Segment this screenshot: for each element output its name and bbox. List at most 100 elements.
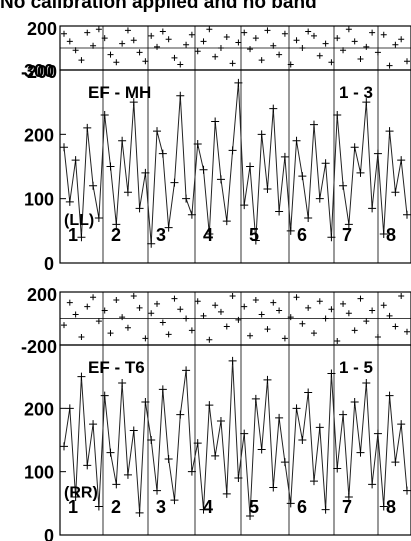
amplitude-point <box>65 197 74 206</box>
amplitude-point <box>373 429 382 438</box>
amplitude-frame <box>59 344 411 536</box>
amplitude-point <box>141 398 150 406</box>
phase-point <box>119 40 126 47</box>
phase-point <box>357 295 364 302</box>
amplitude-series <box>60 78 411 248</box>
amplitude-point <box>257 130 266 139</box>
phase-point <box>386 312 393 319</box>
phase-point <box>235 39 242 46</box>
phase-point <box>188 31 195 38</box>
amplitude-point <box>228 356 237 365</box>
phase-series <box>61 26 410 69</box>
amplitude-point <box>129 98 138 107</box>
amplitude-point <box>333 111 342 120</box>
amplitude-point <box>222 217 231 226</box>
amplitude-point <box>240 429 249 438</box>
phase-point <box>380 31 387 38</box>
amplitude-point <box>397 420 406 429</box>
phase-point <box>113 59 120 66</box>
amplitude-frame <box>59 69 411 264</box>
amplitude-point <box>135 204 144 213</box>
segment-label: 4 <box>203 225 213 245</box>
amplitude-point <box>199 165 208 174</box>
phase-point <box>142 335 149 342</box>
amplitude-point <box>298 172 307 181</box>
phase-point <box>217 45 224 51</box>
phase-point <box>66 38 73 45</box>
amplitude-point <box>77 372 86 381</box>
phase-point <box>113 296 120 303</box>
phase-point <box>363 318 370 325</box>
phase-point <box>229 60 236 67</box>
segment-label: 3 <box>156 497 166 517</box>
amplitude-point <box>89 420 98 429</box>
phase-point <box>276 307 283 314</box>
amplitude-point <box>246 512 255 520</box>
phase-point <box>223 34 230 40</box>
phase-point <box>95 318 102 325</box>
amplitude-point <box>240 201 249 210</box>
phase-point <box>188 327 195 334</box>
amplitude-point <box>228 146 237 155</box>
segment-label: 6 <box>297 225 307 245</box>
amplitude-point <box>280 152 289 161</box>
phase-point <box>61 30 67 37</box>
phase-point <box>194 48 201 55</box>
amplitude-point <box>205 230 214 239</box>
amplitude-point <box>118 136 127 145</box>
segment-label: 7 <box>342 497 352 517</box>
phase-point <box>351 38 358 45</box>
amplitude-point <box>257 445 266 454</box>
phase-point <box>171 54 178 61</box>
panel-name: EF - T6 <box>88 358 145 377</box>
phase-point <box>78 57 85 64</box>
amplitude-point <box>403 486 411 495</box>
phase-point <box>305 304 312 311</box>
amplitude-tick-label: 100 <box>24 190 54 210</box>
amplitude-point <box>83 123 92 132</box>
phase-point <box>270 42 277 49</box>
phase-point <box>183 315 190 322</box>
phase-point <box>293 37 300 44</box>
amplitude-point <box>391 458 400 467</box>
amplitude-point <box>211 117 220 126</box>
phase-point <box>328 59 335 66</box>
phase-point <box>177 61 184 68</box>
panel-baseline-label: 1 - 5 <box>339 358 373 377</box>
segment-label: 7 <box>342 225 352 245</box>
phase-point <box>334 35 341 42</box>
phase-point <box>200 38 207 45</box>
panel-name: EF - MH <box>88 83 151 102</box>
phase-point <box>340 300 347 307</box>
phase-point <box>119 314 126 321</box>
amplitude-point <box>280 458 289 467</box>
amplitude-point <box>106 448 115 457</box>
amplitude-point <box>333 464 342 473</box>
phase-point <box>310 330 317 337</box>
amplitude-tick-label: 100 <box>24 463 54 483</box>
amplitude-point <box>153 127 162 136</box>
amplitude-point <box>193 439 202 448</box>
amplitude-point <box>222 489 231 498</box>
phase-point <box>229 292 236 299</box>
amplitude-point <box>170 496 179 505</box>
amplitude-point <box>199 505 208 514</box>
amplitude-point <box>327 233 336 242</box>
phase-point <box>328 306 335 313</box>
phase-point <box>310 32 317 39</box>
phase-point <box>241 29 248 36</box>
phase-tick-label: -200 <box>21 337 57 357</box>
segment-label: 1 <box>68 225 78 245</box>
amplitude-point <box>112 220 121 229</box>
amplitude-line <box>63 360 408 517</box>
phase-point <box>165 331 172 338</box>
amplitude-point <box>135 508 144 517</box>
phase-point <box>404 58 410 65</box>
phase-point <box>200 312 207 319</box>
phase-point <box>258 57 265 64</box>
phase-point <box>183 41 190 48</box>
phase-point <box>223 323 230 330</box>
phase-point <box>398 292 405 299</box>
amplitude-point <box>304 213 313 222</box>
